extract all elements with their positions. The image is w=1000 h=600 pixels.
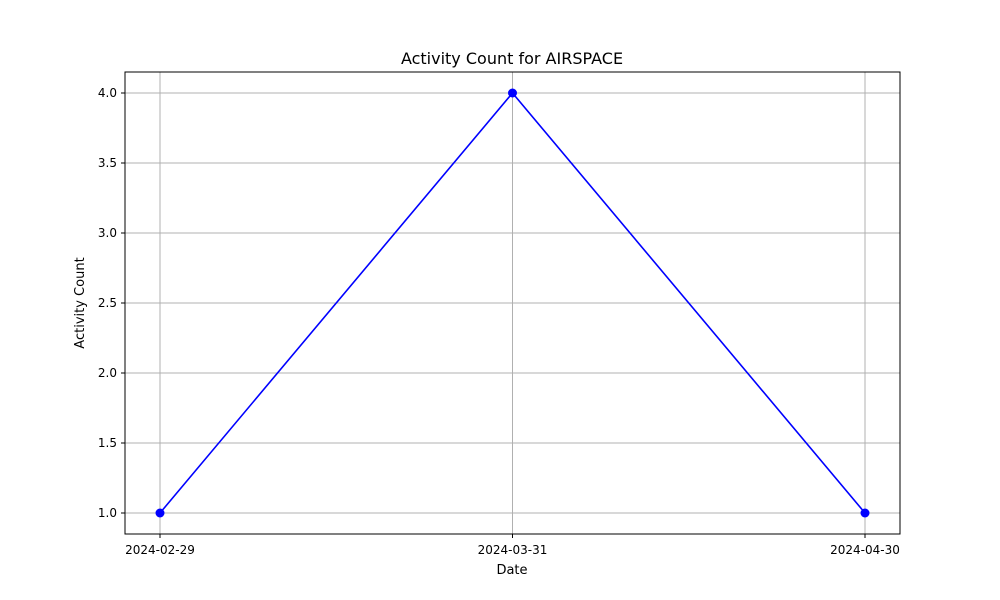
data-point: [860, 508, 870, 518]
x-axis-label: Date: [496, 563, 527, 578]
series-layer: [155, 88, 870, 518]
chart-title: Activity Count for AIRSPACE: [401, 49, 623, 68]
y-axis-label: Activity Count: [73, 257, 88, 348]
y-tick-label: 3.0: [98, 226, 117, 240]
y-tick-label: 2.5: [98, 296, 117, 310]
y-tick-label: 1.0: [98, 506, 117, 520]
data-point: [155, 508, 165, 518]
y-tick-label: 1.5: [98, 436, 117, 450]
x-tick-label: 2024-04-30: [830, 543, 900, 557]
data-point: [508, 88, 517, 98]
ticks: 2024-02-29 2024-03-31 2024-04-30 1.0 1.5 2.0 2…: [98, 86, 900, 557]
y-tick-label: 3.5: [98, 156, 117, 170]
y-tick-label: 4.0: [98, 86, 117, 100]
x-tick-label: 2024-02-29: [125, 543, 195, 557]
x-tick-label: 2024-03-31: [478, 543, 548, 557]
grid: [125, 72, 900, 534]
y-tick-label: 2.0: [98, 366, 117, 380]
